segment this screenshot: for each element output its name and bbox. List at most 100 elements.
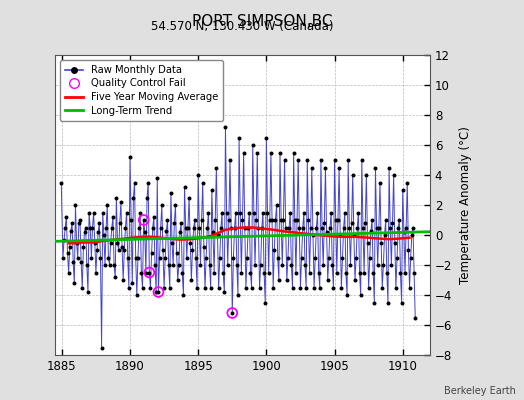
- Point: [63, 250, 72, 256]
- Point: [167, 190, 175, 196]
- Point: [344, 157, 352, 163]
- Point: [265, 269, 273, 276]
- Point: [275, 277, 283, 283]
- Point: [278, 262, 287, 268]
- Point: [374, 262, 382, 268]
- Point: [210, 269, 219, 276]
- Point: [124, 254, 132, 261]
- Point: [325, 254, 333, 261]
- Point: [346, 262, 355, 268]
- Point: [270, 247, 278, 253]
- Point: [220, 289, 228, 295]
- Point: [125, 284, 133, 291]
- Point: [84, 289, 92, 295]
- Point: [177, 220, 185, 226]
- Point: [106, 239, 115, 246]
- Point: [262, 134, 270, 141]
- Point: [312, 224, 321, 231]
- Point: [176, 229, 184, 235]
- Point: [367, 227, 375, 234]
- Point: [129, 194, 138, 201]
- Point: [394, 224, 402, 231]
- Point: [186, 239, 194, 246]
- Point: [380, 232, 389, 238]
- Point: [163, 217, 172, 223]
- Point: [356, 292, 365, 298]
- Point: [343, 292, 351, 298]
- Point: [89, 224, 97, 231]
- Point: [389, 172, 398, 178]
- Point: [93, 247, 101, 253]
- Point: [234, 292, 242, 298]
- Point: [263, 209, 271, 216]
- Point: [377, 239, 385, 246]
- Point: [71, 202, 80, 208]
- Point: [191, 217, 199, 223]
- Point: [359, 224, 367, 231]
- Point: [86, 224, 94, 231]
- Point: [201, 284, 209, 291]
- Point: [133, 292, 141, 298]
- Point: [174, 262, 183, 268]
- Point: [284, 254, 292, 261]
- Point: [288, 284, 297, 291]
- Point: [157, 224, 165, 231]
- Point: [66, 244, 74, 250]
- Point: [139, 217, 148, 223]
- Point: [350, 232, 358, 238]
- Text: PORT SIMPSON,BC: PORT SIMPSON,BC: [192, 14, 332, 29]
- Point: [316, 157, 325, 163]
- Point: [208, 187, 216, 193]
- Point: [353, 224, 362, 231]
- Point: [345, 224, 354, 231]
- Point: [390, 239, 399, 246]
- Point: [293, 217, 301, 223]
- Point: [90, 209, 98, 216]
- Point: [271, 217, 280, 223]
- Point: [253, 149, 261, 156]
- Point: [134, 254, 142, 261]
- Point: [170, 220, 179, 226]
- Point: [68, 220, 76, 226]
- Point: [233, 262, 241, 268]
- Point: [62, 214, 71, 220]
- Point: [83, 262, 91, 268]
- Point: [401, 269, 409, 276]
- Point: [347, 220, 356, 226]
- Point: [199, 179, 207, 186]
- Point: [127, 217, 135, 223]
- Point: [372, 164, 380, 171]
- Point: [298, 254, 306, 261]
- Point: [159, 247, 167, 253]
- Point: [168, 239, 176, 246]
- Point: [332, 217, 340, 223]
- Point: [395, 217, 403, 223]
- Point: [302, 284, 310, 291]
- Point: [222, 209, 231, 216]
- Point: [320, 220, 329, 226]
- Point: [313, 209, 322, 216]
- Text: Berkeley Earth: Berkeley Earth: [444, 386, 516, 396]
- Point: [365, 284, 373, 291]
- Point: [64, 269, 73, 276]
- Point: [242, 284, 250, 291]
- Point: [307, 224, 315, 231]
- Point: [120, 247, 128, 253]
- Point: [384, 299, 392, 306]
- Point: [368, 217, 376, 223]
- Point: [166, 284, 174, 291]
- Point: [348, 172, 357, 178]
- Point: [411, 314, 419, 321]
- Point: [269, 284, 277, 291]
- Point: [213, 232, 222, 238]
- Point: [292, 269, 300, 276]
- Point: [146, 284, 155, 291]
- Point: [326, 224, 334, 231]
- Point: [100, 232, 108, 238]
- Point: [227, 224, 235, 231]
- Legend: Raw Monthly Data, Quality Control Fail, Five Year Moving Average, Long-Term Tren: Raw Monthly Data, Quality Control Fail, …: [60, 60, 223, 120]
- Point: [248, 142, 257, 148]
- Point: [143, 194, 151, 201]
- Point: [150, 214, 158, 220]
- Point: [249, 209, 258, 216]
